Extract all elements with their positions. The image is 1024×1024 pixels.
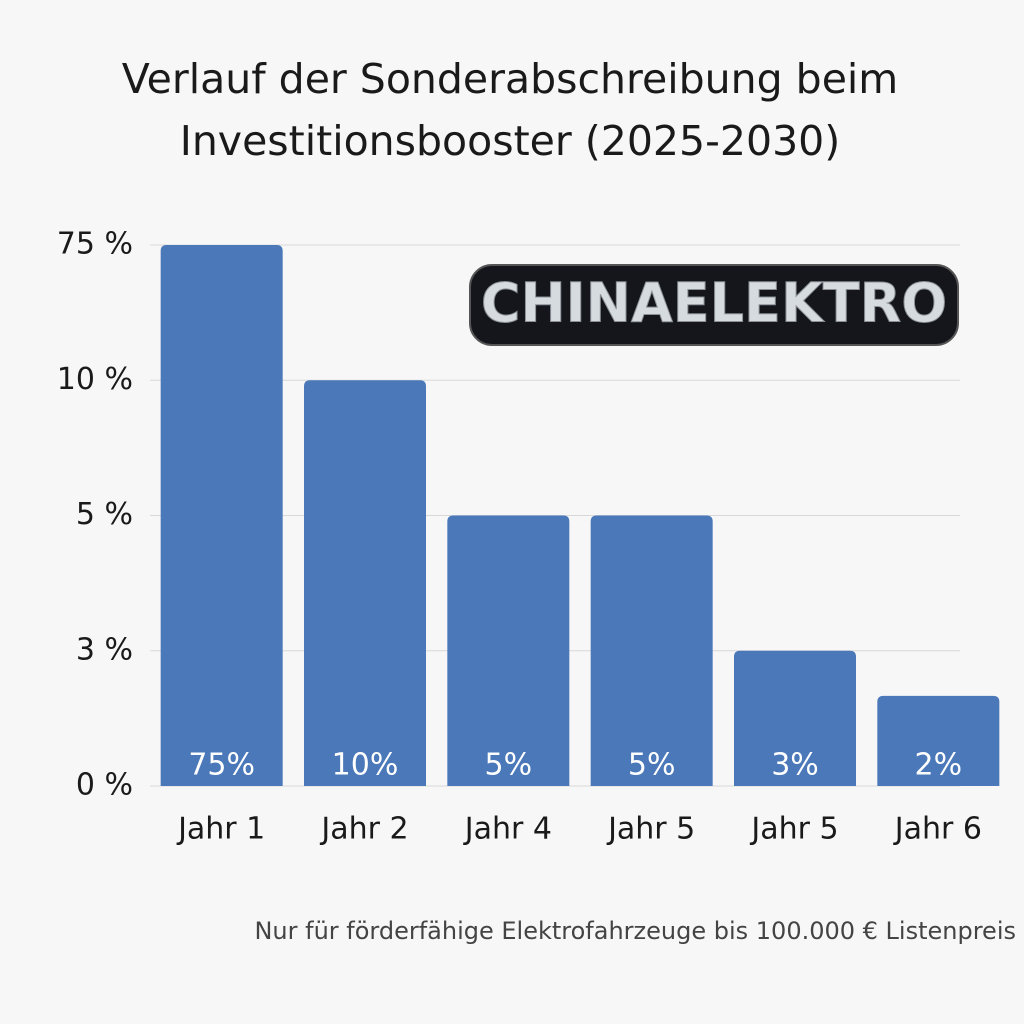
x-tick-label: Jahr 2: [319, 812, 408, 847]
bar: [447, 515, 570, 786]
bar: [590, 515, 713, 786]
data-label: 5%: [628, 748, 676, 783]
data-label: 10%: [332, 748, 399, 783]
y-tick-label: 3 %: [76, 632, 133, 667]
x-tick-label: Jahr 5: [606, 812, 695, 847]
data-label: 2%: [915, 748, 963, 783]
data-label: 5%: [485, 748, 533, 783]
y-tick-label: 0 %: [76, 768, 133, 803]
bar: [734, 650, 856, 786]
y-tick-label: 5 %: [76, 497, 133, 532]
y-tick-label: 75 %: [57, 227, 133, 262]
x-tick-label: Jahr 6: [893, 812, 982, 847]
data-label: 3%: [771, 748, 819, 783]
y-tick-label: 10 %: [57, 362, 133, 397]
chart-title: Verlauf der Sonderabschreibung beim Inve…: [121, 55, 899, 165]
x-tick-label: Jahr 4: [463, 812, 552, 847]
bar: [160, 245, 283, 786]
x-tick-label: Jahr 5: [749, 812, 838, 847]
x-tick-label: Jahr 1: [176, 812, 265, 847]
data-label: 75%: [188, 748, 255, 783]
bar: [304, 380, 426, 786]
logo-text: CHINAELEKTRO: [481, 272, 947, 335]
footnote: Nur für förderfähige Elektrofahrzeuge bi…: [254, 917, 1016, 945]
logo-badge: [469, 264, 959, 346]
bar: [877, 695, 1000, 786]
